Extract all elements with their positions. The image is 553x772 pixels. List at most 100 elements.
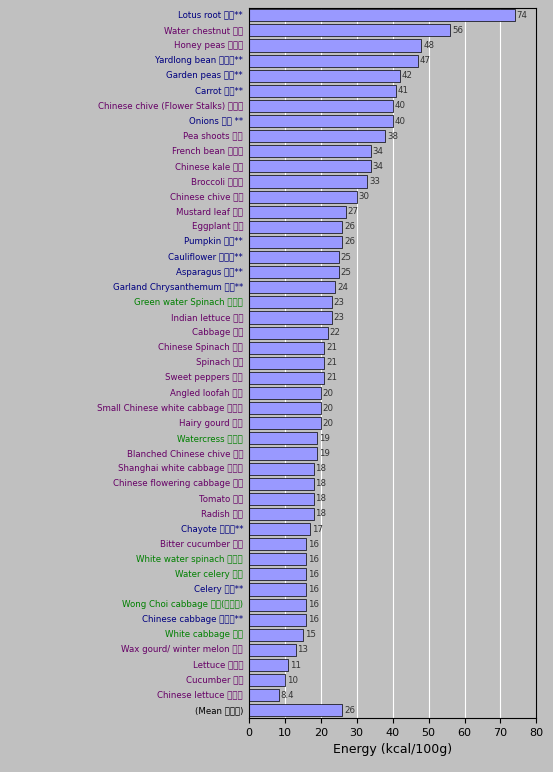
Text: Chinese cabbage 黄芽白**: Chinese cabbage 黄芽白** bbox=[142, 615, 243, 625]
Text: Shanghai white cabbage 小唐菜: Shanghai white cabbage 小唐菜 bbox=[118, 464, 243, 473]
Text: Garland Chrysanthemum 菄蒋**: Garland Chrysanthemum 菄蒋** bbox=[113, 283, 243, 292]
Bar bbox=[249, 266, 338, 278]
Text: Wax gourd/ winter melon 冬瓜: Wax gourd/ winter melon 冬瓜 bbox=[122, 645, 243, 655]
Text: 10: 10 bbox=[286, 676, 298, 685]
Text: 34: 34 bbox=[373, 147, 384, 156]
Text: 23: 23 bbox=[333, 298, 345, 307]
Text: 16: 16 bbox=[308, 585, 319, 594]
Text: White water spinach 白通菜: White water spinach 白通菜 bbox=[137, 555, 243, 564]
Bar bbox=[249, 69, 400, 82]
Bar bbox=[249, 478, 314, 489]
Text: 20: 20 bbox=[322, 418, 333, 428]
Bar bbox=[249, 145, 371, 157]
Text: 34: 34 bbox=[373, 162, 384, 171]
Text: 21: 21 bbox=[326, 344, 337, 352]
Bar bbox=[249, 281, 335, 293]
Text: 22: 22 bbox=[330, 328, 341, 337]
Bar bbox=[249, 674, 285, 686]
Bar bbox=[249, 161, 371, 172]
Bar bbox=[249, 311, 332, 323]
Bar bbox=[249, 493, 314, 505]
Text: Water chestnut 馬蹄: Water chestnut 馬蹄 bbox=[164, 26, 243, 35]
Text: 18: 18 bbox=[315, 464, 326, 473]
Text: Garden peas 砼豆**: Garden peas 砼豆** bbox=[166, 71, 243, 80]
Text: Yardlong bean 青豆角**: Yardlong bean 青豆角** bbox=[155, 56, 243, 65]
Text: Small Chinese white cabbage 小白菜: Small Chinese white cabbage 小白菜 bbox=[97, 404, 243, 413]
Text: 41: 41 bbox=[398, 86, 409, 95]
Text: 33: 33 bbox=[369, 177, 380, 186]
Bar bbox=[249, 432, 317, 445]
Bar bbox=[249, 55, 418, 66]
Text: 30: 30 bbox=[358, 192, 369, 201]
Bar bbox=[249, 644, 295, 656]
Bar bbox=[249, 342, 324, 354]
Text: Chinese kale 芜蘭: Chinese kale 芜蘭 bbox=[175, 162, 243, 171]
Text: Blanched Chinese chive 韭黄: Blanched Chinese chive 韭黄 bbox=[127, 449, 243, 458]
Text: 16: 16 bbox=[308, 615, 319, 625]
Bar bbox=[249, 629, 303, 641]
Bar bbox=[249, 584, 306, 595]
Text: Wong Choi cabbage 王菜(娃娃菜): Wong Choi cabbage 王菜(娃娃菜) bbox=[122, 600, 243, 609]
Bar bbox=[249, 372, 324, 384]
Bar bbox=[249, 191, 357, 203]
Text: 19: 19 bbox=[319, 449, 330, 458]
Text: Chinese lettuce 唐生菜: Chinese lettuce 唐生菜 bbox=[158, 691, 243, 699]
Bar bbox=[249, 689, 279, 701]
Text: 20: 20 bbox=[322, 404, 333, 413]
Bar bbox=[249, 296, 332, 309]
Bar bbox=[249, 205, 346, 218]
Text: 18: 18 bbox=[315, 479, 326, 488]
Text: Pea shoots 豆苗: Pea shoots 豆苗 bbox=[184, 132, 243, 141]
Bar bbox=[249, 327, 328, 339]
Text: Bitter cucumber 苦瓜: Bitter cucumber 苦瓜 bbox=[160, 540, 243, 549]
Text: (Mean 平均値): (Mean 平均値) bbox=[195, 706, 243, 715]
Text: 48: 48 bbox=[423, 41, 434, 50]
Text: 47: 47 bbox=[420, 56, 431, 65]
Text: Green water Spinach 青通菜: Green water Spinach 青通菜 bbox=[134, 298, 243, 307]
Text: Pumpkin 南瓜**: Pumpkin 南瓜** bbox=[184, 238, 243, 246]
Text: 21: 21 bbox=[326, 358, 337, 367]
Text: Honey peas 蜜糖豆: Honey peas 蜜糖豆 bbox=[174, 41, 243, 50]
Bar bbox=[249, 39, 421, 52]
Text: Chinese chive 韭菜: Chinese chive 韭菜 bbox=[170, 192, 243, 201]
Text: 26: 26 bbox=[344, 222, 355, 232]
Text: Onions 洋腥 **: Onions 洋腥 ** bbox=[189, 117, 243, 126]
Text: Lettuce 西生菜: Lettuce 西生菜 bbox=[192, 661, 243, 669]
Text: 8.4: 8.4 bbox=[281, 691, 294, 699]
Text: 23: 23 bbox=[333, 313, 345, 322]
Bar bbox=[249, 130, 385, 142]
Bar bbox=[249, 85, 396, 96]
Text: 27: 27 bbox=[348, 207, 359, 216]
Text: Eggplant 茄子: Eggplant 茄子 bbox=[191, 222, 243, 232]
Text: Water celery 水芜: Water celery 水芜 bbox=[175, 570, 243, 579]
Bar bbox=[249, 175, 367, 188]
Text: Radish 蔦蔦: Radish 蔦蔦 bbox=[201, 510, 243, 519]
Bar bbox=[249, 704, 342, 716]
Text: Chayote 佛手瓜**: Chayote 佛手瓜** bbox=[181, 524, 243, 533]
Text: 38: 38 bbox=[387, 132, 398, 141]
Text: 21: 21 bbox=[326, 374, 337, 382]
Text: Sweet peppers 西椒: Sweet peppers 西椒 bbox=[165, 374, 243, 382]
Text: Chinese chive (Flower Stalks) 韭菜花: Chinese chive (Flower Stalks) 韭菜花 bbox=[98, 101, 243, 110]
Bar bbox=[249, 221, 342, 233]
Text: Chinese Spinach 莶菜: Chinese Spinach 莶菜 bbox=[158, 344, 243, 352]
Bar bbox=[249, 100, 393, 112]
Text: 56: 56 bbox=[452, 26, 463, 35]
Text: Asparagus 聆笍**: Asparagus 聆笍** bbox=[176, 268, 243, 276]
Bar bbox=[249, 387, 321, 399]
Text: 17: 17 bbox=[312, 524, 323, 533]
Bar bbox=[249, 9, 515, 22]
X-axis label: Energy (kcal/100g): Energy (kcal/100g) bbox=[333, 743, 452, 757]
Text: Hairy gourd 節瓜: Hairy gourd 節瓜 bbox=[180, 418, 243, 428]
Bar bbox=[249, 236, 342, 248]
Text: 42: 42 bbox=[401, 71, 413, 80]
Text: Celery 西芜**: Celery 西芜** bbox=[194, 585, 243, 594]
Text: Cabbage 邪菜: Cabbage 邪菜 bbox=[192, 328, 243, 337]
Bar bbox=[249, 508, 314, 520]
Text: 16: 16 bbox=[308, 555, 319, 564]
Text: 40: 40 bbox=[394, 117, 405, 126]
Bar bbox=[249, 598, 306, 611]
Text: Carrot 甘笍**: Carrot 甘笍** bbox=[195, 86, 243, 95]
Bar bbox=[249, 538, 306, 550]
Text: 26: 26 bbox=[344, 238, 355, 246]
